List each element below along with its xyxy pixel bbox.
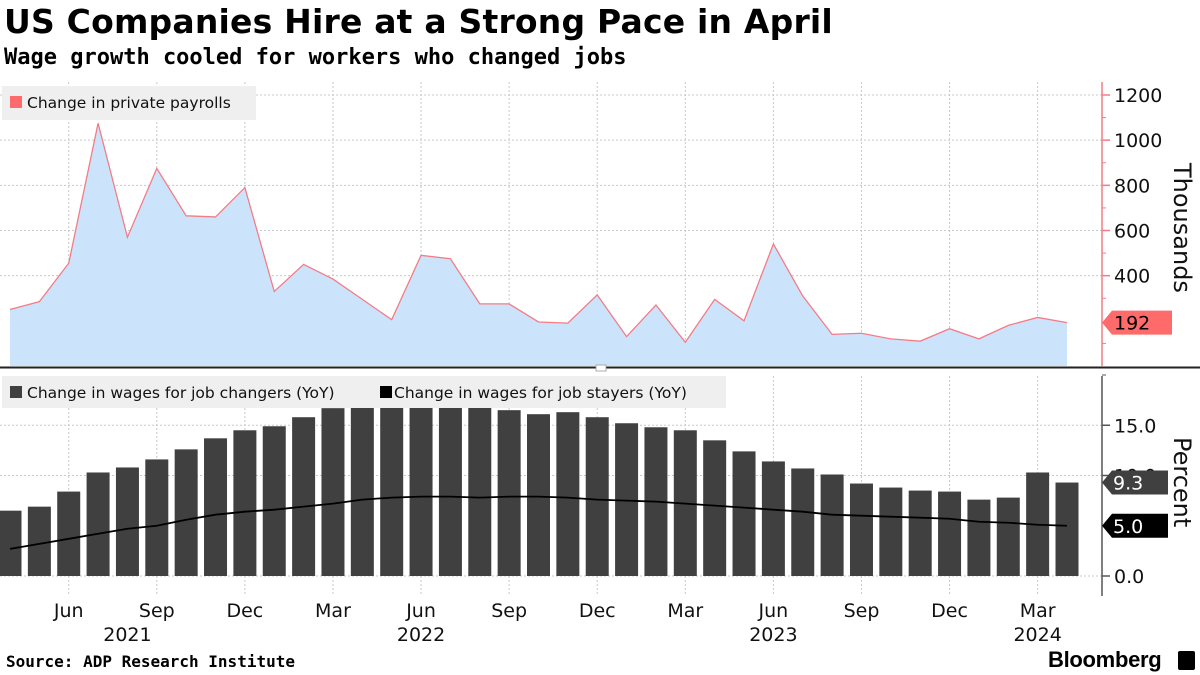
top-ytick-label: 800 [1114, 175, 1150, 197]
changers-bar [732, 451, 756, 576]
changers-bar [27, 506, 51, 576]
changers-bar [174, 449, 198, 576]
x-month-label: Jun [53, 600, 84, 622]
top-ytick-label: 600 [1114, 221, 1150, 243]
bottom-y-axis-title: Percent [1168, 437, 1196, 527]
payroll-last-value-tag [1102, 310, 1172, 335]
changers-last-value-tag [1102, 470, 1168, 495]
changers-bar [438, 405, 462, 576]
stayers-legend-swatch [380, 386, 392, 398]
changers-bar [556, 412, 580, 576]
changers-legend-swatch [10, 386, 22, 398]
x-month-label: Sep [844, 600, 880, 622]
payroll-last-value-label: 192 [1114, 313, 1150, 335]
changers-bar [879, 487, 903, 576]
x-month-label: Mar [315, 600, 351, 622]
stayers-line [9, 495, 1068, 550]
x-month-label: Mar [667, 600, 703, 622]
x-month-label: Jun [758, 600, 789, 622]
changers-bar [350, 405, 374, 576]
top-y-axis-title: Thousands [1168, 162, 1196, 293]
changers-bar [703, 440, 727, 576]
changers-last-value-label: 9.3 [1113, 473, 1143, 495]
changers-bar [86, 472, 110, 576]
bloomberg-terminal-icon [1178, 651, 1195, 670]
changers-bar [292, 417, 316, 576]
changers-bar [204, 438, 228, 576]
changers-bar [115, 467, 139, 576]
changers-bar [527, 414, 550, 576]
chart-title: US Companies Hire at a Strong Pace in Ap… [4, 2, 833, 41]
x-year-label: 2024 [1013, 624, 1061, 646]
changers-bar [791, 468, 815, 576]
changers-bar [233, 430, 257, 576]
x-year-label: 2023 [749, 624, 797, 646]
payroll-legend-label: Change in private payrolls [27, 94, 231, 112]
changers-bar [468, 406, 492, 576]
changers-bar [938, 491, 962, 576]
changers-bar [57, 491, 81, 576]
changers-bar [996, 497, 1020, 576]
payroll-legend-swatch [10, 96, 22, 108]
bottom-ytick-label: 0.0 [1114, 566, 1144, 588]
x-year-label: 2022 [397, 624, 445, 646]
stayers-last-value-tag [1102, 513, 1168, 538]
x-year-label: 2021 [103, 624, 151, 646]
x-month-label: Sep [491, 600, 527, 622]
top-legend-box [2, 86, 256, 120]
x-month-label: Jun [405, 600, 436, 622]
wage-series [0, 404, 1079, 576]
panel-resize-handle [595, 364, 607, 372]
payroll-series [9, 123, 1068, 367]
changers-bar [497, 410, 521, 576]
payroll-area [10, 123, 1067, 367]
top-ytick-label: 400 [1114, 266, 1150, 288]
changers-bar [908, 490, 932, 576]
chart-labels: 1200 1000 800 600 400 Change in private payro… [2, 85, 1196, 646]
changers-bar [849, 483, 873, 576]
x-month-label: Dec [226, 600, 263, 622]
x-month-label: Dec [931, 600, 968, 622]
changers-bar [321, 408, 345, 576]
chart-subtitle: Wage growth cooled for workers who chang… [4, 45, 627, 70]
bloomberg-logo: Bloomberg [1048, 647, 1162, 672]
x-month-label: Mar [1020, 600, 1056, 622]
changers-bar [967, 499, 991, 576]
changers-bar [145, 459, 169, 576]
changers-bar [1055, 482, 1079, 576]
x-month-label: Dec [579, 600, 616, 622]
bottom-legend-box [2, 376, 726, 408]
top-ytick-label: 1200 [1114, 85, 1162, 107]
changers-legend-label: Change in wages for job changers (YoY) [27, 384, 335, 402]
changers-bar [409, 404, 433, 576]
stayers-last-value-label: 5.0 [1113, 516, 1143, 538]
axes [0, 82, 1200, 596]
source-note: Source: ADP Research Institute [6, 652, 295, 671]
stayers-legend-label: Change in wages for job stayers (YoY) [394, 384, 687, 402]
changers-bar [615, 423, 639, 576]
bottom-ytick-label: 15.0 [1114, 415, 1156, 437]
changers-bar [262, 426, 286, 576]
changers-bar [585, 417, 609, 576]
changers-bar [0, 510, 22, 576]
payroll-line [9, 123, 1068, 344]
changers-bar [380, 405, 404, 576]
x-month-label: Sep [139, 600, 175, 622]
changers-bar [761, 461, 785, 576]
top-ytick-label: 1000 [1114, 130, 1162, 152]
changers-bar [820, 474, 844, 576]
